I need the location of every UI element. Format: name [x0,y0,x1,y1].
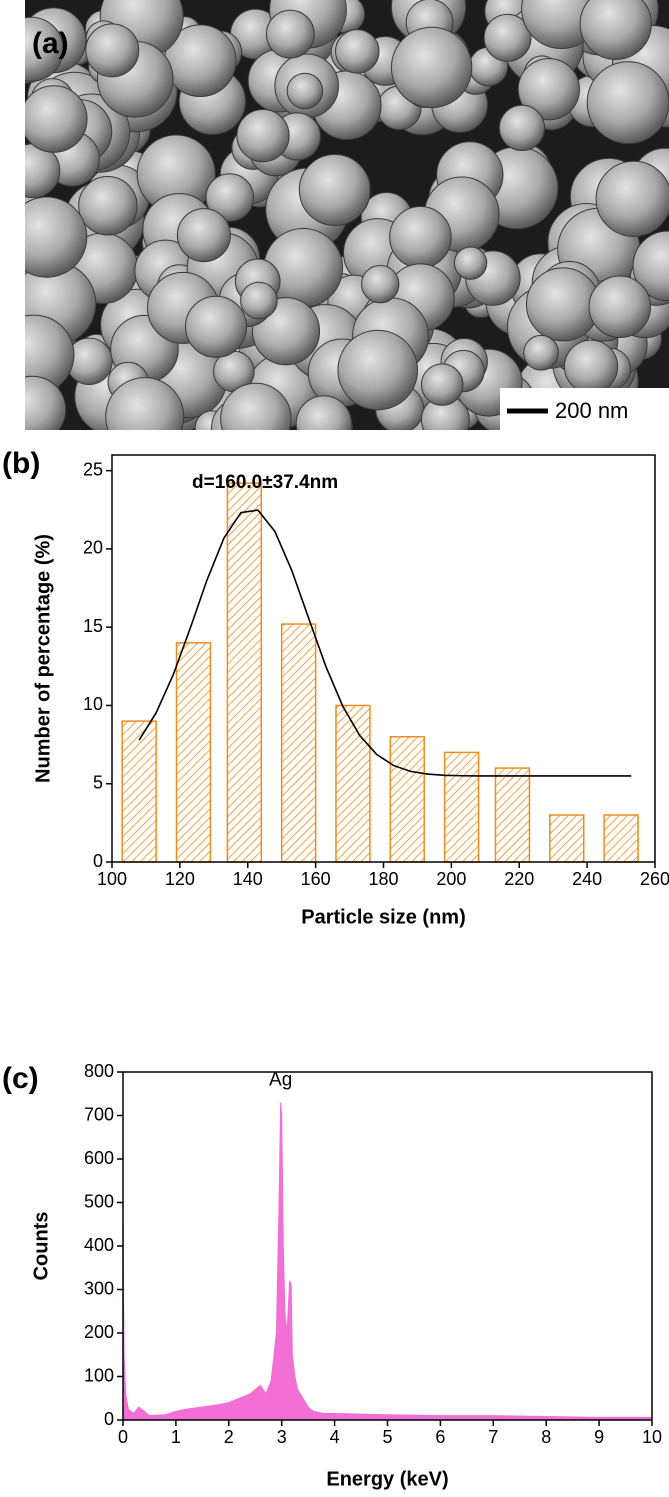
bar [121,720,157,863]
grain [25,196,88,278]
x-tick-label: 2 [224,1427,234,1447]
panel-label: (a) [32,27,69,60]
x-tick-label: 260 [640,869,669,889]
grain [517,58,580,121]
y-tick-label: 200 [84,1322,114,1342]
grain [220,382,292,430]
grain [184,295,248,358]
bar [603,814,639,863]
y-tick-label: 5 [93,772,103,792]
grain [586,61,669,145]
y-tick-label: 500 [84,1191,114,1211]
y-tick-label: 20 [83,538,103,558]
y-tick-label: 0 [93,851,103,871]
x-tick-label: 120 [165,869,195,889]
y-tick-label: 25 [83,459,103,479]
x-tick-label: 0 [118,1427,128,1447]
y-axis-label: Counts [30,1212,52,1281]
x-tick-label: 200 [436,869,466,889]
x-tick-label: 140 [233,869,263,889]
bar [175,642,212,863]
scale-bar-label: 200 nm [555,398,628,423]
grain [286,72,324,110]
bar [389,736,425,863]
grain [25,85,88,153]
y-tick-label: 15 [83,616,103,636]
bar [549,814,585,863]
y-axis-label: Number of percentage (%) [32,534,54,783]
sem-image [25,0,669,430]
grain [390,26,473,109]
grain [595,160,669,237]
x-tick-label: 6 [435,1427,445,1447]
grain [420,363,464,406]
grain [361,264,400,304]
grain [579,0,652,60]
grain [563,339,619,394]
bar [494,767,531,863]
grain [240,281,278,320]
x-tick-label: 240 [572,869,602,889]
x-axis-label: Particle size (nm) [301,906,466,928]
bar [335,704,371,863]
annotation: Ag [269,1069,292,1090]
panel-label: (b) [2,447,40,480]
bar [226,482,263,863]
grain [25,16,64,82]
grain [389,205,452,269]
x-axis-label: Energy (keV) [326,1468,448,1490]
y-tick-label: 700 [84,1104,114,1124]
grain [176,208,231,263]
grain [588,275,652,339]
grain [295,395,352,430]
y-tick-label: 400 [84,1235,114,1255]
spectrum-area [122,1102,653,1421]
x-tick-label: 10 [642,1427,662,1447]
x-tick-label: 3 [277,1427,287,1447]
x-tick-label: 160 [301,869,331,889]
bar [280,623,317,863]
x-tick-label: 1 [171,1427,181,1447]
y-tick-label: 600 [84,1148,114,1168]
grain [85,23,140,78]
grain [205,173,255,222]
y-tick-label: 800 [84,1061,114,1081]
annotation: d=160.0±37.4nm [192,472,338,493]
x-tick-label: 180 [368,869,398,889]
y-tick-label: 300 [84,1278,114,1298]
x-tick-label: 100 [97,869,127,889]
grain [105,377,185,430]
y-tick-label: 10 [83,694,103,714]
grain [453,246,488,280]
y-tick-label: 100 [84,1365,114,1385]
grain [25,375,67,430]
grain [632,230,669,302]
grain [523,334,559,371]
panel-label: (c) [2,1062,39,1095]
bar [443,751,480,863]
grain [483,13,532,62]
y-tick-label: 0 [104,1409,114,1429]
x-tick-label: 5 [382,1427,392,1447]
x-tick-label: 8 [541,1427,551,1447]
x-tick-label: 7 [488,1427,498,1447]
x-tick-label: 9 [594,1427,604,1447]
grain [337,329,419,411]
grain [236,108,290,163]
fit-curve [138,509,632,777]
grain [334,29,380,74]
grain [525,267,601,342]
plot-frame [122,1071,653,1421]
x-tick-label: 220 [504,869,534,889]
grain [498,104,546,151]
grain [298,154,371,226]
grain [265,9,315,59]
x-tick-label: 4 [330,1427,340,1447]
grain [78,176,138,236]
